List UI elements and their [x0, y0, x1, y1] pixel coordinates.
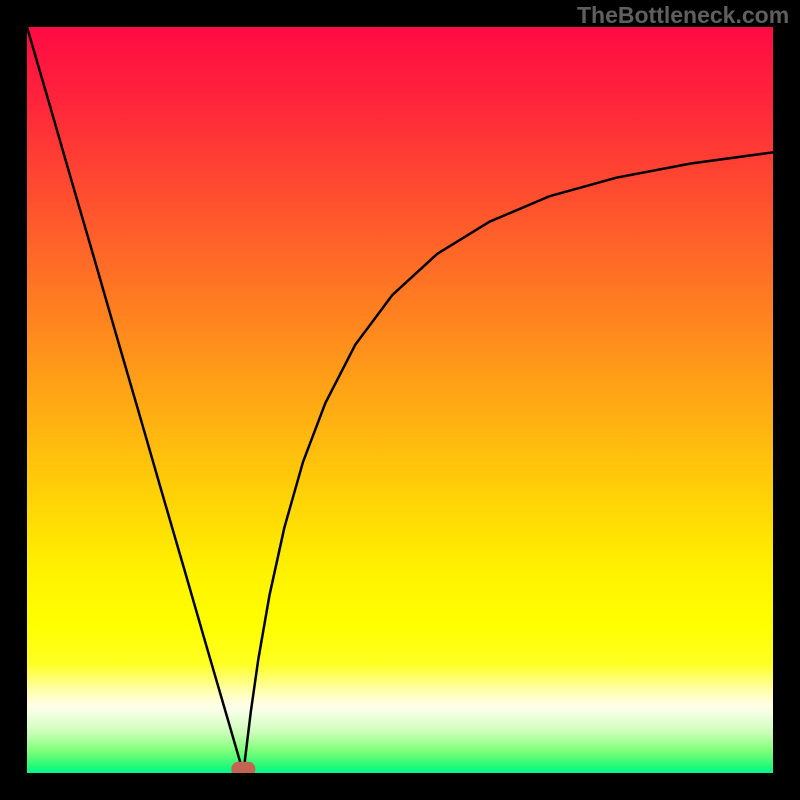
watermark-text: TheBottleneck.com: [577, 2, 789, 29]
plot-area: [27, 27, 773, 773]
curve-svg: [27, 27, 773, 773]
minimum-marker: [231, 762, 255, 773]
curve-right-branch: [243, 152, 773, 773]
chart-frame: TheBottleneck.com: [0, 0, 800, 800]
curve-left-branch: [27, 27, 243, 773]
